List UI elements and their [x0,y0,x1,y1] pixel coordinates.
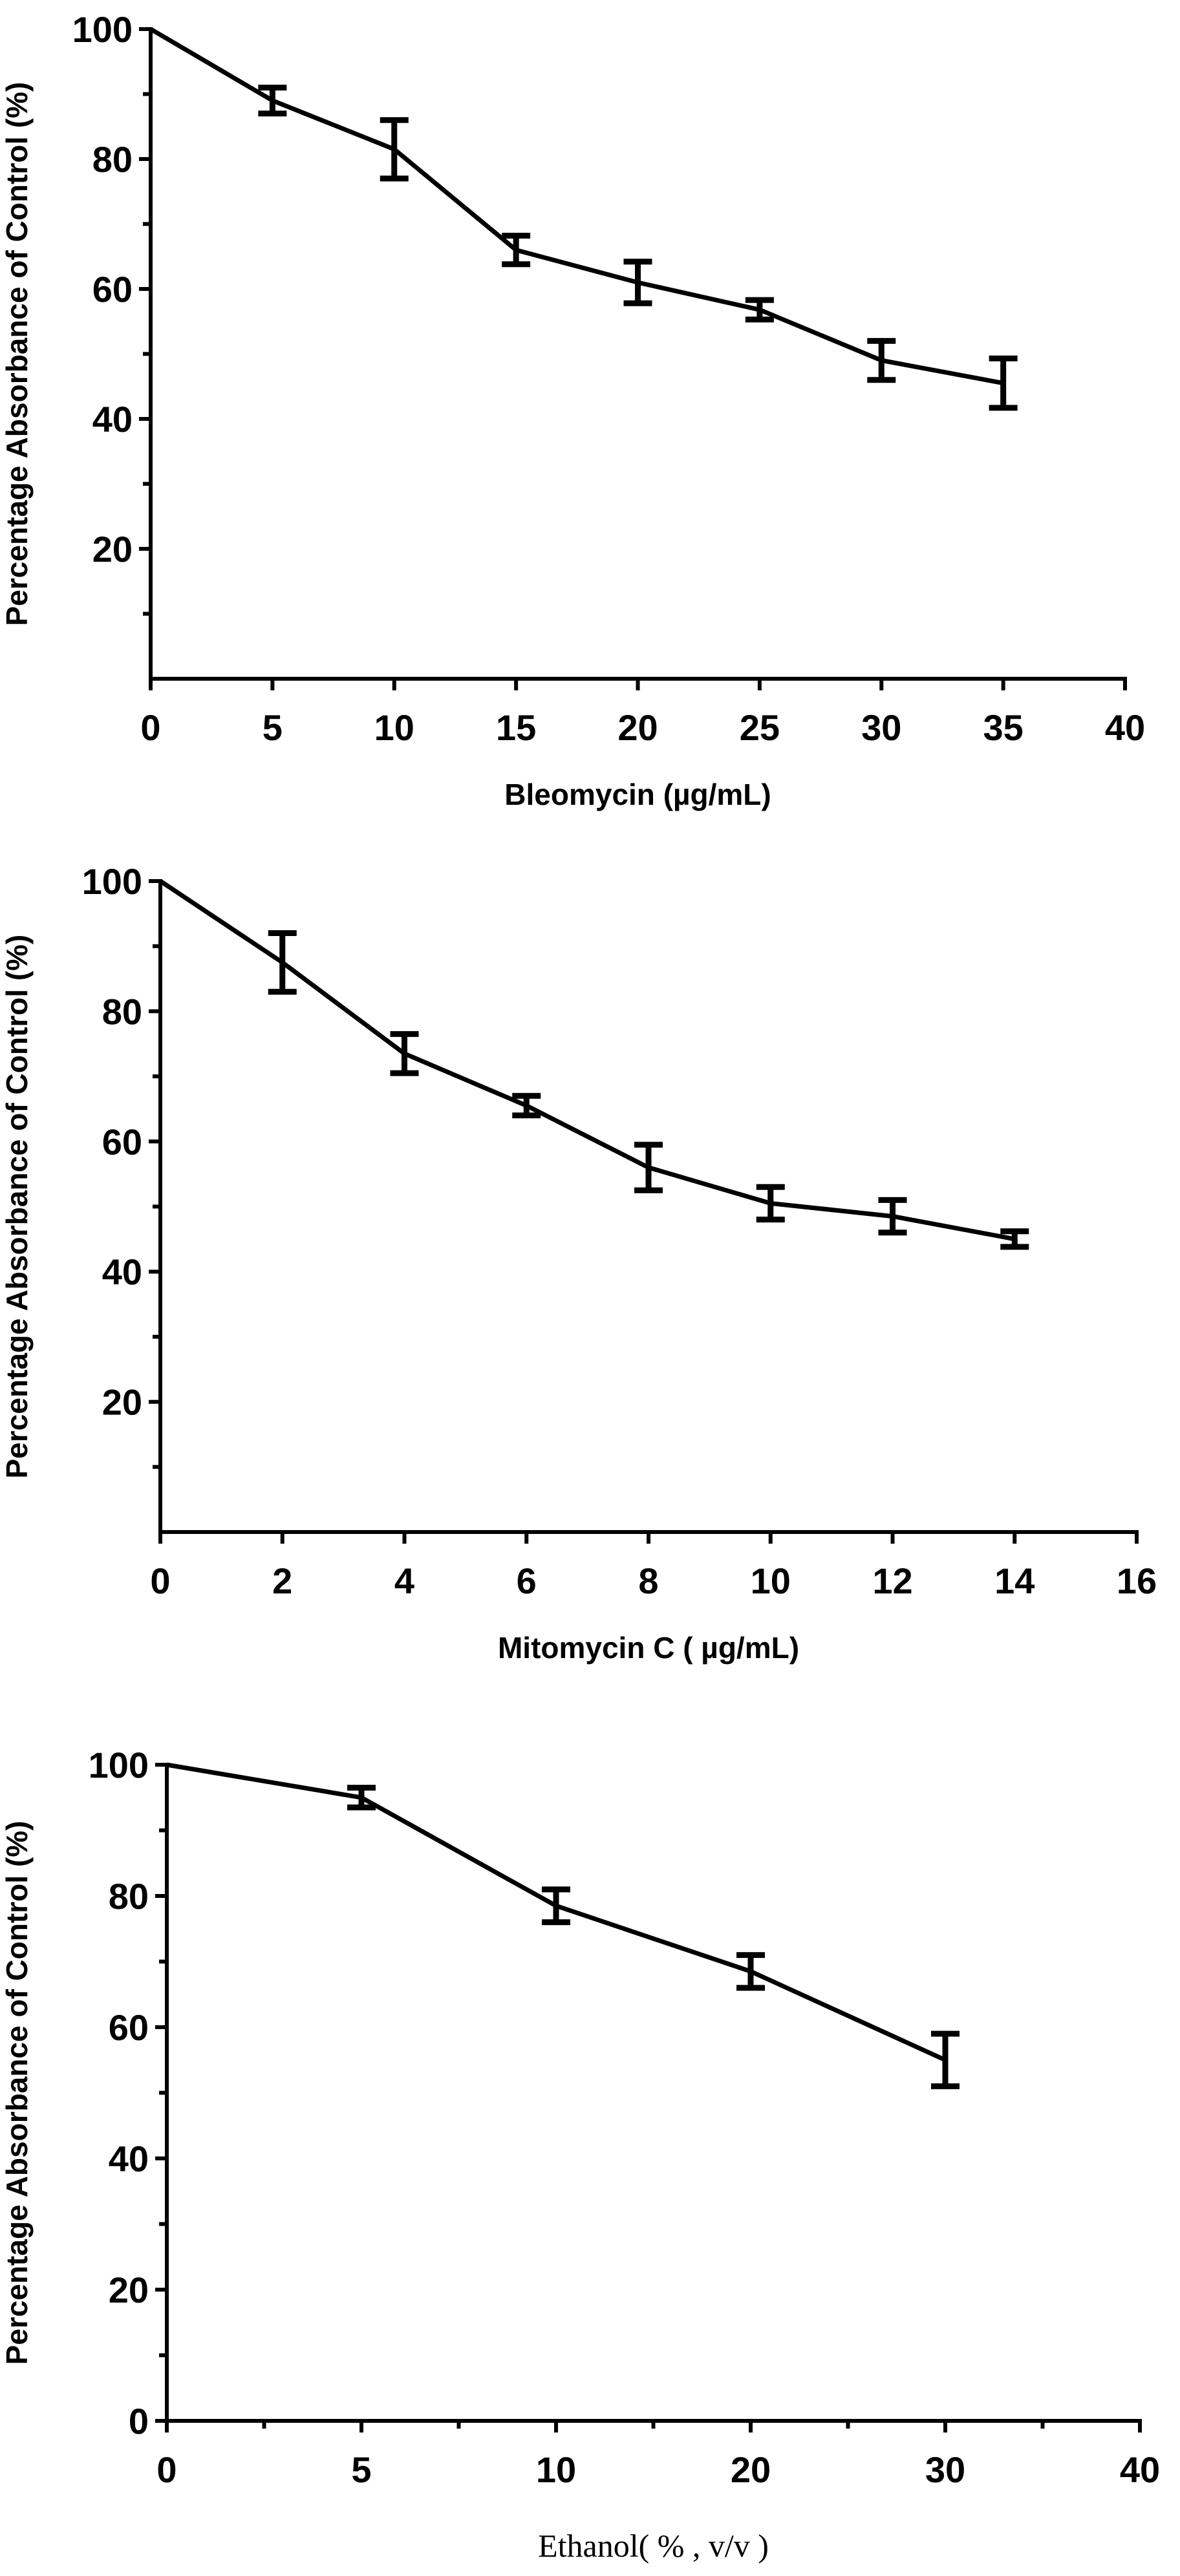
x-tick-label: 10 [536,2449,576,2490]
x-tick-label: 0 [140,707,160,748]
y-axis-title: Percentage Absorbance of Control (%) [0,935,34,1479]
x-axis-title: Bleomycin (µg/mL) [504,778,771,811]
y-tick-label: 60 [92,269,133,310]
y-tick-label: 0 [129,2401,149,2442]
data-point [892,1215,894,1217]
x-tick-label: 8 [638,1560,658,1601]
y-tick-label: 100 [89,1745,149,1785]
x-tick-label: 25 [740,707,780,748]
x-tick-label: 30 [925,2449,965,2490]
data-point [361,1796,362,1798]
chart-panel-ethanol: 0 20 40 60 80 100 0 5 10 20 30 40 Ethanol( % , v/v )… [0,1745,1160,2564]
x-tick-label: 40 [1120,2449,1160,2490]
x-tick-label: 0 [156,2449,177,2490]
data-point [945,2059,946,2061]
x-tick-label: 2 [272,1560,292,1601]
y-axis-title: Percentage Absorbance of Control (%) [0,1821,34,2365]
data-point [750,1970,751,1972]
chart-panel-mitomycin: 20 40 60 80 100 0 2 4 6 8 10 12 14 16 Mitomycin C ( µg… [0,861,1157,1665]
y-tick-label: 20 [102,1382,142,1423]
y-tick-label: 60 [102,1122,142,1162]
y-tick-label: 20 [92,529,133,569]
data-point [881,359,883,361]
x-tick-label: 20 [731,2449,771,2490]
y-tick-label: 40 [109,2138,149,2179]
x-tick-label: 30 [861,707,901,748]
x-tick-label: 15 [496,707,536,748]
x-tick-label: 0 [150,1560,170,1601]
x-tick-label: 5 [351,2449,371,2490]
data-point [393,148,395,150]
x-tick-label: 35 [983,707,1023,748]
x-tick-label: 4 [394,1560,414,1601]
data-point [1014,1238,1016,1240]
x-axis-title: Mitomycin C ( µg/mL) [498,1631,799,1665]
data-point [648,1167,649,1169]
x-tick-label: 40 [1105,707,1145,748]
data-point [555,1905,557,1907]
data-point [515,249,517,251]
y-tick-label: 20 [109,2270,149,2310]
data-point [637,281,639,283]
x-tick-label: 20 [617,707,658,748]
series-line [149,27,1004,386]
y-tick-label: 80 [92,139,133,180]
data-point [758,309,760,311]
x-tick-label: 6 [517,1560,537,1601]
data-point [403,1052,405,1054]
x-tick-label: 12 [872,1560,912,1601]
data-point [526,1105,528,1107]
y-tick-label: 80 [102,991,142,1032]
y-tick-label: 80 [109,1876,149,1917]
y-tick-label: 100 [72,9,133,50]
y-axis-title: Percentage Absorbance of Control (%) [0,82,34,626]
y-tick-label: 60 [109,2007,149,2048]
x-tick-label: 5 [263,707,283,748]
series-line [159,879,1015,1242]
y-tick-label: 40 [102,1251,142,1292]
data-point [769,1202,771,1204]
data-point [1002,382,1004,384]
x-tick-label: 14 [994,1560,1035,1601]
x-tick-label: 10 [374,707,414,748]
chart-panel-bleomycin: 20 40 60 80 100 0 5 10 15 20 25 30 35 40 Bleomycin (µg… [0,9,1145,811]
x-axis-title: Ethanol( % , v/v ) [538,2528,769,2564]
x-tick-label: 10 [751,1560,791,1601]
y-tick-label: 100 [82,861,142,902]
data-point [281,961,283,963]
data-point [272,100,274,101]
y-tick-label: 40 [92,399,133,440]
x-tick-label: 16 [1117,1560,1157,1601]
